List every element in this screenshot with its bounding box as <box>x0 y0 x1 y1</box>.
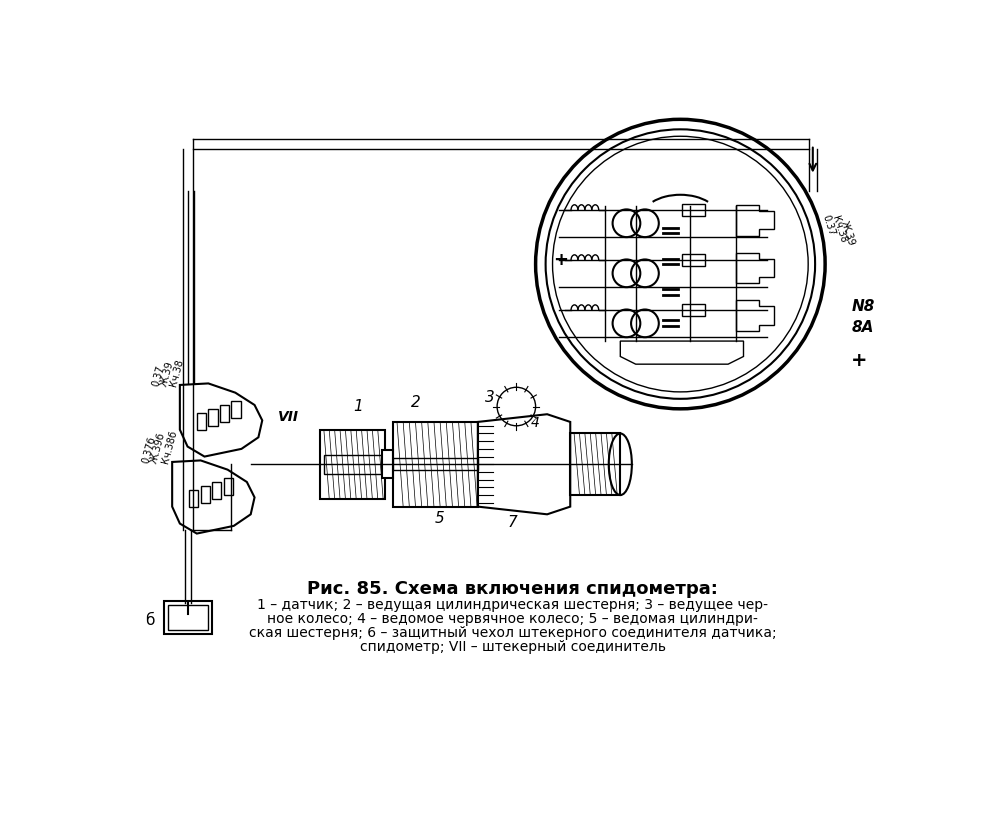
Text: 4: 4 <box>531 415 540 429</box>
Text: Кч.38б: Кч.38б <box>160 429 178 464</box>
Text: Ж.39: Ж.39 <box>159 360 176 388</box>
Text: спидометр; VII – штекерный соединитель: спидометр; VII – штекерный соединитель <box>360 640 666 654</box>
Text: 8A: 8A <box>851 320 874 336</box>
Text: +: + <box>851 351 868 369</box>
Bar <box>212 482 221 499</box>
Text: 7: 7 <box>508 515 517 530</box>
Bar <box>320 429 385 499</box>
Bar <box>208 409 218 426</box>
Text: 3: 3 <box>485 390 494 405</box>
Text: Ж.39б: Ж.39б <box>149 431 167 464</box>
Text: VII: VII <box>278 410 299 424</box>
Bar <box>220 405 229 422</box>
Text: Ж.39: Ж.39 <box>839 219 856 247</box>
Bar <box>324 455 382 474</box>
Text: б: б <box>145 613 154 628</box>
Text: ное колесо; 4 – ведомое червячное колесо; 5 – ведомая цилиндри-: ное колесо; 4 – ведомое червячное колесо… <box>267 612 758 626</box>
Text: 1 – датчик; 2 – ведущая цилиндрическая шестерня; 3 – ведущее чер-: 1 – датчик; 2 – ведущая цилиндрическая ш… <box>257 599 768 612</box>
Text: Кч.38: Кч.38 <box>168 358 185 388</box>
Bar <box>682 204 705 216</box>
Text: 0.37б: 0.37б <box>141 435 157 464</box>
Text: ская шестерня; 6 – защитный чехол штекерного соединителя датчика;: ская шестерня; 6 – защитный чехол штекер… <box>249 626 776 640</box>
Text: 1: 1 <box>354 399 363 415</box>
Bar <box>168 605 208 630</box>
Text: Рис. 85. Схема включения спидометра:: Рис. 85. Схема включения спидометра: <box>307 580 718 598</box>
Text: 0.37: 0.37 <box>820 213 837 237</box>
Bar <box>224 478 233 495</box>
Bar <box>682 304 705 316</box>
Bar <box>197 413 206 429</box>
Bar <box>393 422 478 507</box>
Bar <box>201 486 210 502</box>
Bar <box>164 601 212 634</box>
Bar <box>682 254 705 266</box>
Text: N8: N8 <box>851 299 875 314</box>
Text: Кч.38: Кч.38 <box>830 214 848 244</box>
Bar <box>382 451 393 478</box>
Text: 5: 5 <box>434 511 444 526</box>
Bar <box>393 458 478 470</box>
Text: +: + <box>554 251 569 269</box>
Text: 2: 2 <box>411 396 421 410</box>
Bar <box>231 401 241 418</box>
Bar <box>189 489 198 507</box>
Text: 0.37: 0.37 <box>151 364 166 388</box>
Bar <box>570 433 620 495</box>
